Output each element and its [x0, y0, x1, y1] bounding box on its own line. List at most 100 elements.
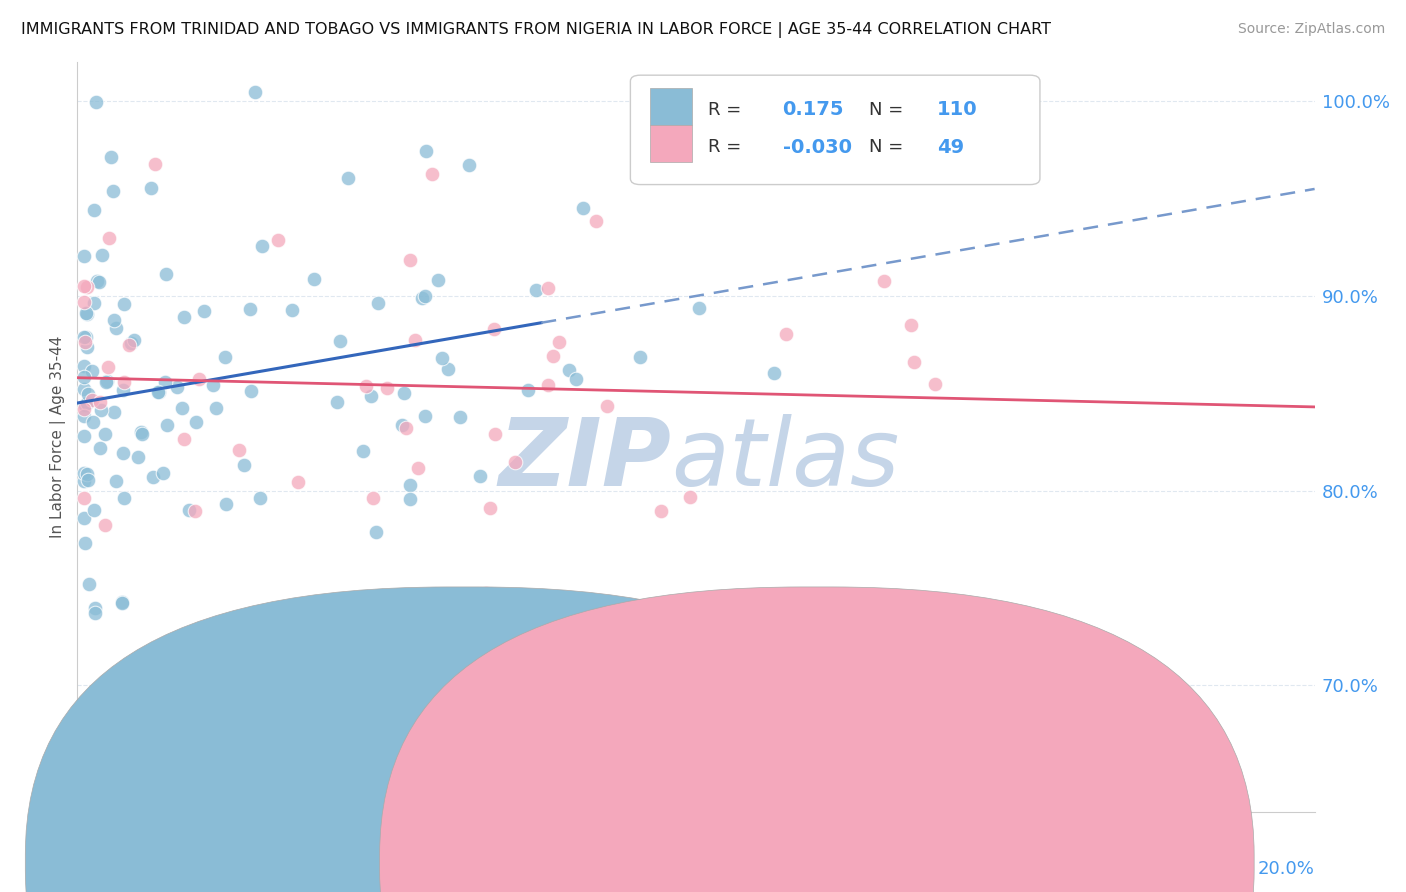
Point [73, 249, 96, 263]
Point [430, 351, 453, 365]
Point [101, 184, 124, 198]
Point [250, 238, 273, 252]
Point [391, 418, 413, 433]
Point [75, 329, 97, 343]
Point [96, 375, 118, 389]
Point [541, 349, 564, 363]
Point [585, 214, 607, 228]
Point [537, 281, 560, 295]
Point [329, 334, 352, 348]
Point [111, 596, 134, 610]
Point [112, 296, 135, 310]
Point [177, 503, 200, 517]
Point [249, 491, 271, 505]
Point [398, 478, 420, 492]
Point [173, 310, 195, 324]
Point [73, 398, 96, 412]
Point [184, 415, 207, 429]
Point [437, 362, 460, 376]
Point [215, 497, 238, 511]
Point [406, 461, 429, 475]
Point [156, 417, 179, 432]
Point [475, 586, 498, 600]
Point [72, 491, 94, 506]
Point [111, 446, 134, 460]
Point [89, 275, 111, 289]
Point [76, 395, 98, 409]
Y-axis label: In Labor Force | Age 35-44: In Labor Force | Age 35-44 [51, 336, 66, 538]
Point [72, 409, 94, 424]
Point [173, 432, 195, 446]
Point [111, 383, 134, 397]
Point [103, 312, 125, 326]
Point [415, 145, 437, 159]
Point [565, 371, 588, 385]
Point [336, 171, 359, 186]
Point [404, 334, 426, 348]
Point [112, 375, 135, 389]
Point [688, 301, 710, 315]
Point [97, 360, 120, 375]
Point [86, 274, 108, 288]
Point [84, 95, 107, 109]
Point [360, 389, 382, 403]
Point [127, 450, 149, 464]
Point [77, 473, 100, 487]
Point [83, 202, 105, 217]
Point [82, 415, 104, 429]
Point [470, 468, 492, 483]
Point [84, 601, 107, 615]
Point [422, 167, 444, 181]
Point [628, 350, 651, 364]
Point [152, 466, 174, 480]
Point [484, 427, 506, 442]
Text: atlas: atlas [671, 414, 900, 505]
Point [90, 403, 112, 417]
Point [903, 354, 925, 368]
Point [72, 279, 94, 293]
Text: R =: R = [709, 101, 748, 119]
Point [148, 384, 170, 399]
Point [572, 202, 595, 216]
Point [415, 289, 437, 303]
Text: R =: R = [709, 138, 748, 156]
Point [131, 426, 153, 441]
Point [112, 491, 135, 505]
Point [94, 375, 117, 389]
Point [352, 444, 374, 458]
Point [287, 475, 309, 489]
Point [326, 395, 349, 409]
Point [72, 467, 94, 481]
Point [354, 379, 377, 393]
Point [484, 322, 506, 336]
Text: Immigrants from Nigeria: Immigrants from Nigeria [839, 855, 1038, 870]
Point [72, 370, 94, 384]
Point [94, 517, 117, 532]
Point [141, 181, 163, 195]
Text: 110: 110 [938, 100, 977, 120]
Point [924, 376, 946, 391]
Point [80, 392, 103, 407]
Point [503, 455, 526, 469]
Point [172, 401, 194, 416]
Point [364, 525, 387, 540]
Point [72, 330, 94, 344]
Point [267, 233, 290, 247]
FancyBboxPatch shape [650, 126, 692, 162]
Point [537, 378, 560, 392]
Point [361, 491, 384, 505]
Point [75, 305, 97, 319]
Point [76, 280, 98, 294]
Point [479, 501, 502, 516]
Point [143, 157, 166, 171]
Point [76, 307, 98, 321]
Point [77, 387, 100, 401]
Point [679, 490, 702, 504]
Point [650, 504, 672, 518]
Point [120, 336, 142, 351]
Point [155, 267, 177, 281]
Point [228, 443, 250, 458]
Point [900, 318, 922, 332]
Point [647, 161, 669, 175]
Point [425, 591, 447, 605]
